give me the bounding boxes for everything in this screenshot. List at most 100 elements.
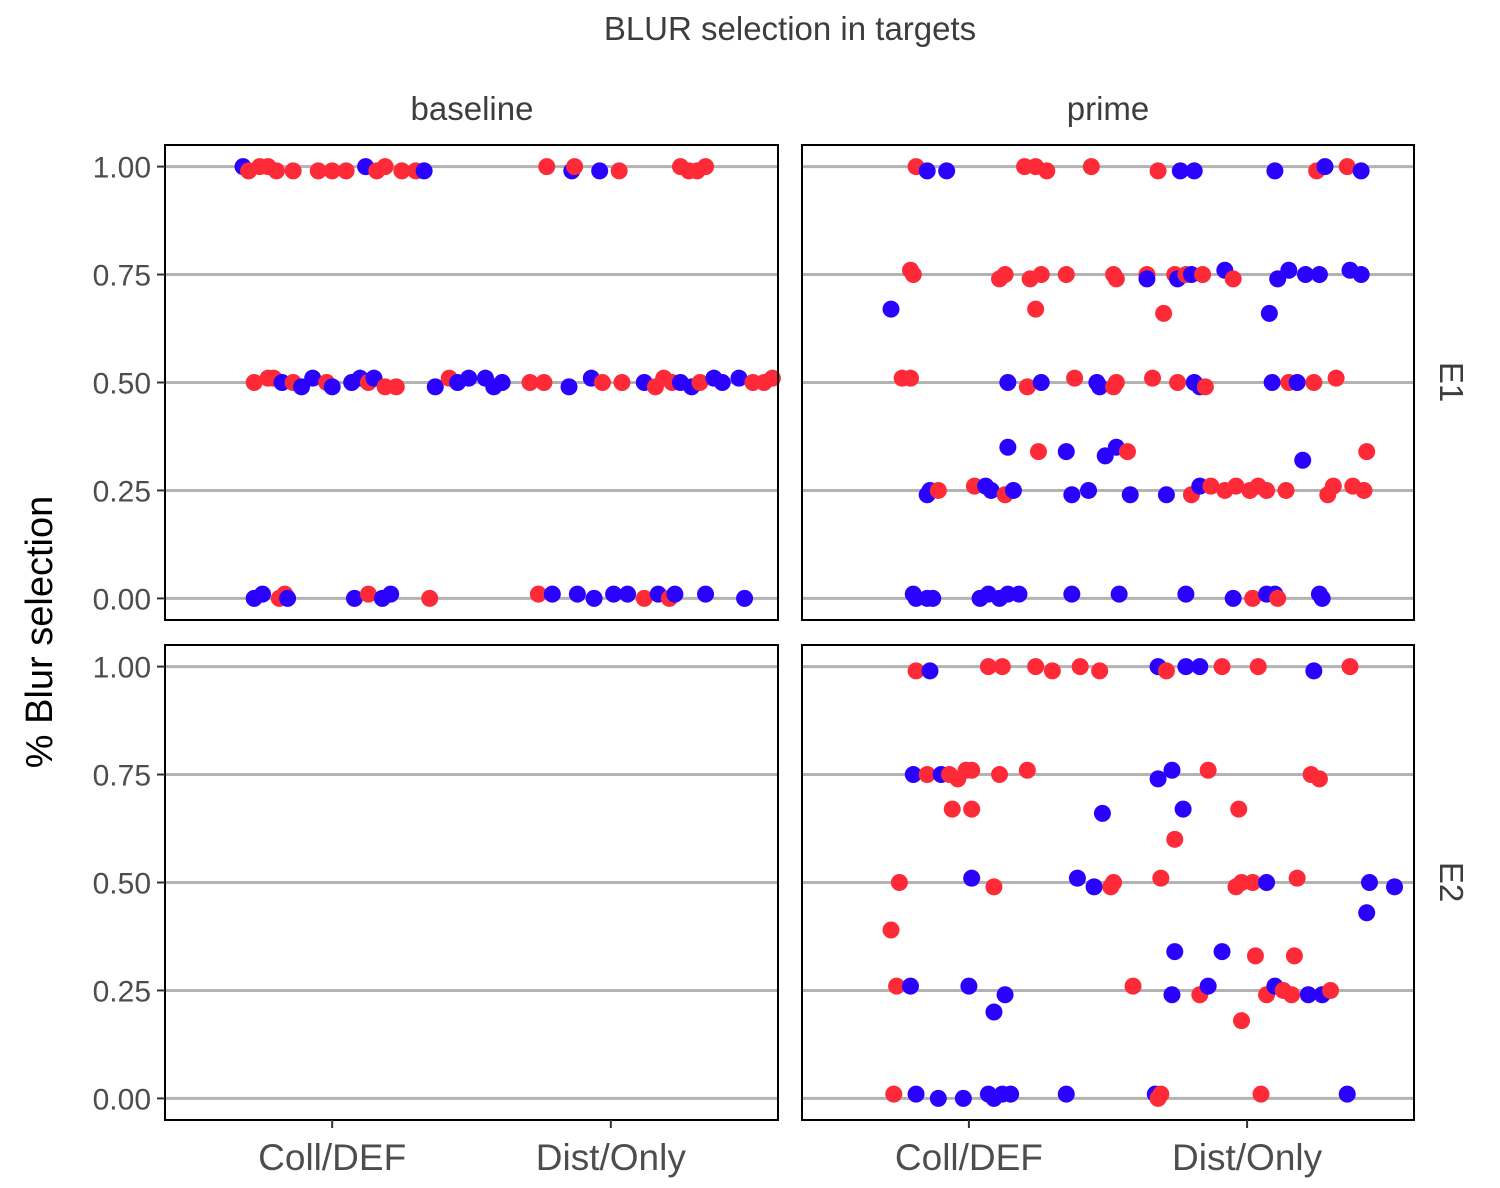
data-point-blue (1199, 977, 1217, 995)
panel-prime-e2: Coll/DEF Dist/Only (801, 644, 1415, 1178)
panel-prime-e1 (801, 144, 1415, 621)
data-point-blue (904, 766, 922, 784)
data-point-blue (1299, 986, 1317, 1004)
data-point-blue (1305, 662, 1323, 680)
data-point-red (1230, 800, 1248, 818)
data-point-red (593, 374, 611, 391)
data-point-blue (1313, 589, 1331, 607)
data-point-red (1196, 378, 1214, 396)
data-point-red (1071, 658, 1089, 676)
data-point-blue (1093, 804, 1111, 822)
data-point-blue (426, 378, 444, 396)
data-point-blue (1310, 266, 1328, 284)
data-point-red (421, 589, 439, 607)
x-tick-label: Dist/Only (1172, 1137, 1323, 1178)
data-point-red (1107, 374, 1125, 391)
data-point-blue (1057, 1085, 1075, 1103)
data-point-red (1194, 266, 1212, 284)
data-point-red (1038, 162, 1056, 180)
data-point-red (888, 977, 906, 995)
data-point-red (566, 158, 584, 176)
data-point-blue (1266, 162, 1284, 180)
chart-title: BLUR selection in targets (604, 10, 976, 47)
data-point-red (1341, 658, 1359, 676)
data-point-blue (1316, 158, 1334, 176)
data-point-red (1124, 977, 1142, 995)
data-point-blue (1171, 162, 1189, 180)
data-point-blue (585, 589, 603, 607)
data-point-red (1246, 947, 1264, 965)
data-point-red (1057, 266, 1075, 284)
data-point-red (1169, 374, 1187, 391)
data-point-red (763, 369, 781, 387)
data-point-blue (323, 378, 341, 396)
data-point-red (918, 766, 936, 784)
data-point-red (1224, 270, 1242, 288)
data-point-blue (1010, 585, 1028, 603)
data-point-red (1032, 266, 1050, 284)
data-point-red (529, 585, 547, 603)
data-point-blue (1213, 943, 1231, 961)
panels-layer: 0.00 0.25 0.50 0.75 1.00 0.00 0.25 0.50 0.75 1.00… (93, 144, 1415, 1178)
data-point-red (1149, 1089, 1167, 1107)
data-point-red (1018, 761, 1036, 779)
data-point-blue (460, 369, 478, 387)
data-point-red (996, 266, 1014, 284)
data-point-blue (1360, 874, 1378, 891)
data-point-blue (1177, 658, 1195, 676)
data-point-blue (254, 585, 272, 603)
data-point-red (885, 1085, 903, 1103)
data-point-blue (1063, 585, 1081, 603)
data-point-blue (1297, 266, 1315, 284)
data-point-blue (960, 977, 978, 995)
data-point-red (963, 761, 981, 779)
data-point-blue (1338, 1085, 1356, 1103)
data-point-blue (1085, 878, 1103, 896)
data-point-red (691, 374, 709, 391)
data-point-blue (605, 585, 623, 603)
data-point-blue (999, 438, 1017, 456)
data-point-red (1324, 477, 1342, 495)
data-point-blue (1163, 986, 1181, 1004)
data-point-red (890, 874, 908, 891)
y-tick-label: 0.50 (93, 868, 151, 901)
panel-border (801, 644, 1415, 1121)
data-point-red (1157, 662, 1175, 680)
data-point-blue (568, 585, 586, 603)
data-point-blue (415, 162, 433, 180)
data-point-blue (1068, 869, 1086, 887)
panel-border (801, 144, 1415, 621)
data-point-red (882, 921, 900, 939)
data-point-blue (996, 986, 1014, 1004)
y-tick-label: 1.00 (93, 652, 151, 685)
data-point-blue (901, 977, 919, 995)
data-point-red (1105, 874, 1123, 891)
data-point-red (1202, 477, 1220, 495)
data-point-blue (1174, 800, 1192, 818)
data-point-red (1277, 481, 1295, 499)
data-point-red (538, 158, 556, 176)
data-point-red (1285, 947, 1303, 965)
facet-label-e2: E2 (1433, 862, 1470, 902)
data-point-blue (493, 374, 511, 391)
data-point-red (1283, 986, 1301, 1004)
data-point-blue (1177, 585, 1195, 603)
data-point-blue (1352, 162, 1370, 180)
data-point-blue (1185, 162, 1203, 180)
data-point-blue (730, 369, 748, 387)
data-point-blue (1157, 486, 1175, 504)
data-point-blue (938, 162, 956, 180)
data-point-red (1199, 761, 1217, 779)
data-point-blue (619, 585, 637, 603)
data-point-blue (736, 589, 754, 607)
data-point-blue (985, 1003, 1003, 1021)
data-point-red (613, 374, 631, 391)
data-point-blue (1280, 261, 1298, 279)
data-point-red (635, 589, 653, 607)
data-point-blue (1288, 374, 1306, 391)
data-point-blue (304, 369, 322, 387)
x-tick-label: Coll/DEF (258, 1137, 406, 1178)
data-point-blue (1294, 451, 1312, 469)
data-point-blue (1004, 481, 1022, 499)
data-point-blue (1191, 658, 1209, 676)
